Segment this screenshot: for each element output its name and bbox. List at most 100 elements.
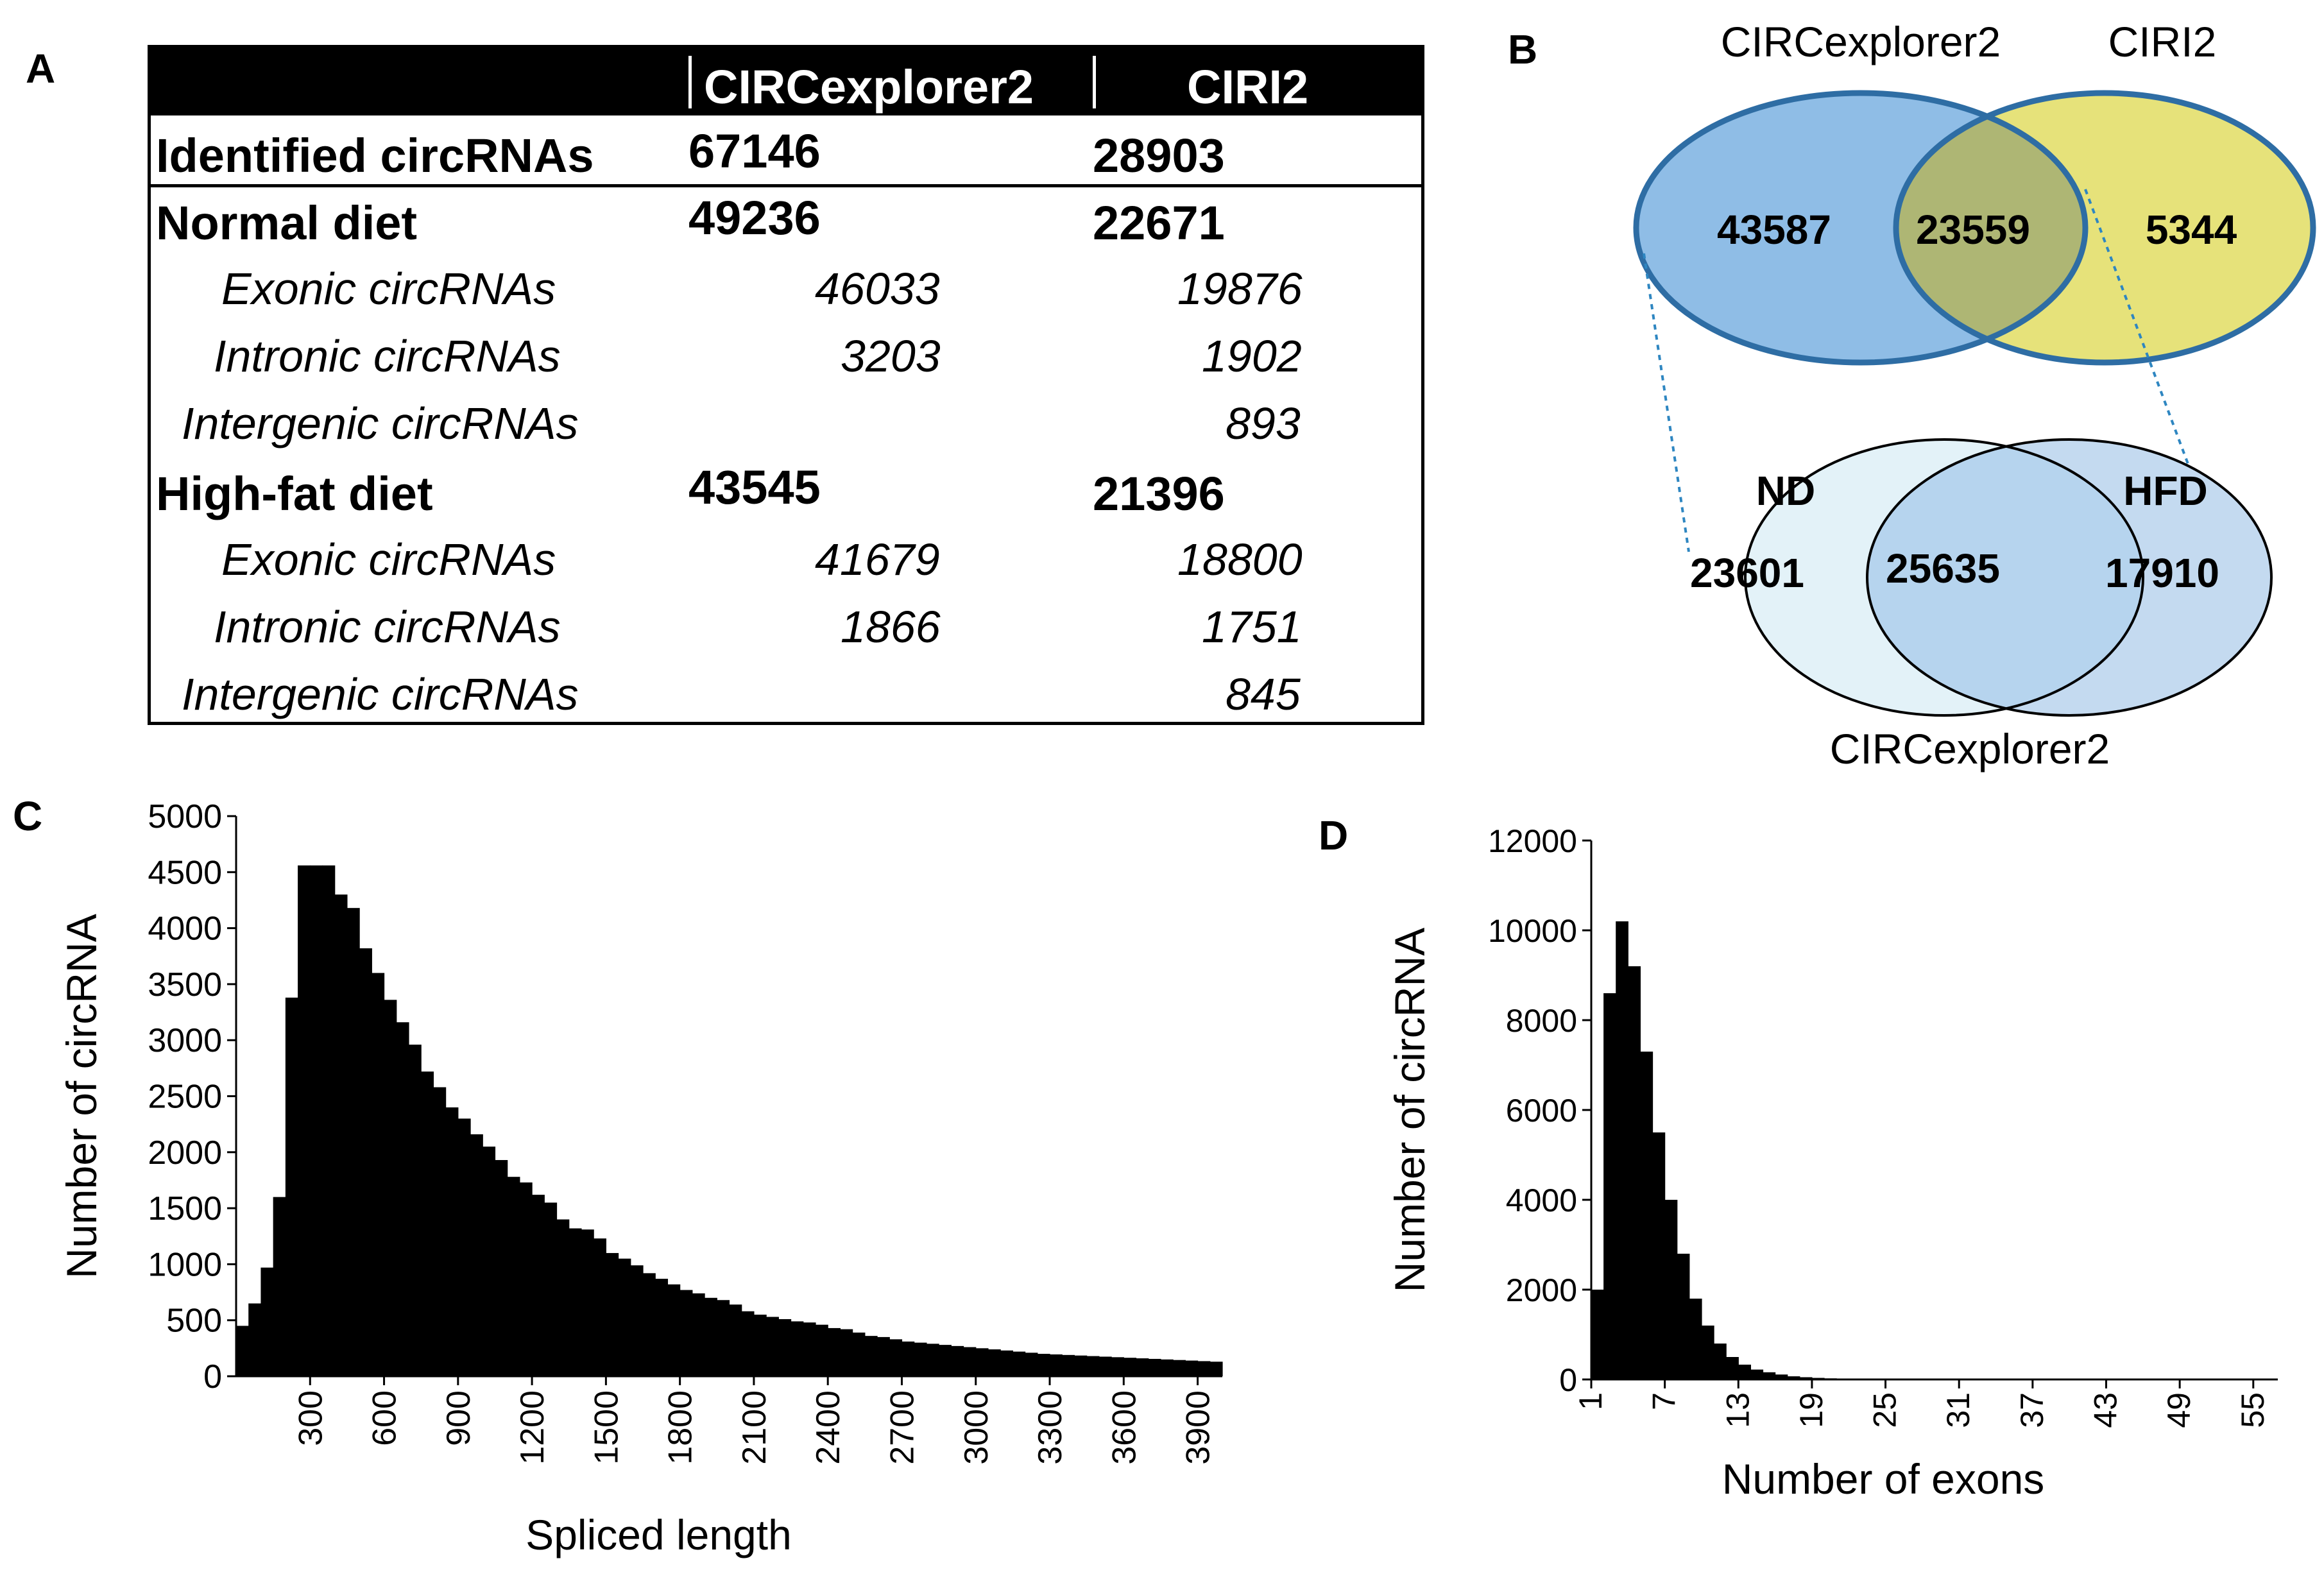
histogram-bar (939, 1345, 952, 1376)
histogram-bar (334, 894, 348, 1376)
histogram-bar (987, 1349, 1001, 1376)
x-tick-label: 49 (2161, 1392, 2197, 1428)
exon-count-histogram: 0 2000 4000 6000 8000 10000 12000 1 7 13 19 25 31 37 4… (1386, 823, 2278, 1503)
table-divider (151, 184, 1421, 187)
histogram-bar (532, 1195, 545, 1376)
histogram-bar (384, 1000, 397, 1376)
venn-diagram-panel: CIRCexplorer2 CIRI2 43587 23559 5344 ND … (1633, 18, 2316, 772)
row-label: Intronic circRNAs (214, 331, 561, 381)
histogram-bar (630, 1265, 644, 1376)
x-tick-label: 7 (1646, 1392, 1682, 1410)
histogram-bar (717, 1300, 730, 1376)
histogram-bar (1062, 1354, 1075, 1376)
y-tick-label: 0 (1559, 1362, 1577, 1398)
y-tick-label: 6000 (1506, 1093, 1577, 1129)
venn-top-right-title: CIRI2 (2108, 18, 2217, 65)
histogram-bar (1160, 1359, 1174, 1376)
venn-top-left-count: 43587 (1717, 207, 1831, 253)
histogram-bar (618, 1258, 631, 1376)
histogram-bar (815, 1324, 828, 1376)
y-tick-label: 4500 (148, 854, 222, 891)
histogram-bar (1209, 1361, 1223, 1376)
histogram-bar (594, 1238, 606, 1376)
x-tick-label: 43 (2088, 1392, 2124, 1428)
x-axis-label: Spliced length (525, 1511, 792, 1558)
histogram-bar (753, 1314, 767, 1376)
histogram-bar (1124, 1358, 1137, 1376)
venn-nd-count: 23601 (1690, 550, 1804, 596)
zoom-line-right (2084, 189, 2225, 559)
histogram-bar (852, 1332, 866, 1376)
histogram-bar (1185, 1360, 1199, 1376)
histogram-bar (606, 1252, 619, 1376)
histogram-bar (914, 1342, 927, 1376)
y-axis-label: Number of circRNA (1386, 928, 1433, 1292)
histogram-bar (1763, 1372, 1776, 1379)
histogram-bar (285, 997, 298, 1376)
x-tick-label: 1500 (588, 1390, 625, 1465)
y-tick-label: 10000 (1488, 913, 1577, 949)
histogram-bar (1012, 1351, 1026, 1376)
histogram-bar (667, 1284, 681, 1376)
x-tick-label: 55 (2235, 1392, 2271, 1428)
y-tick-label: 8000 (1506, 1003, 1577, 1039)
y-tick-label: 0 (203, 1358, 222, 1395)
histogram-bar (421, 1071, 434, 1376)
row-label: Intronic circRNAs (214, 602, 561, 652)
row-value-circexplorer2: 41679 (815, 534, 940, 585)
histogram-bar (692, 1293, 705, 1376)
panel-label-d: D (1319, 812, 1349, 858)
header-separator (688, 56, 692, 108)
row-label: Intergenic circRNAs (182, 669, 579, 719)
y-tick-label: 3000 (148, 1022, 222, 1059)
histogram-bar (408, 1045, 422, 1376)
row-value-circexplorer2: 3203 (841, 331, 941, 381)
histogram-bar (1652, 1132, 1666, 1379)
histogram-bar (372, 973, 385, 1376)
histogram-bar (1050, 1354, 1063, 1376)
header-separator (1093, 56, 1096, 108)
histogram-bar (1714, 1344, 1727, 1379)
venn-bottom-overlap (1867, 440, 2143, 715)
histogram-bar (1197, 1361, 1211, 1376)
histogram-bar (901, 1341, 915, 1376)
histogram-bar (1037, 1354, 1050, 1376)
histogram-bar (679, 1290, 693, 1376)
x-tick-label: 37 (2014, 1392, 2050, 1428)
histogram-bar (643, 1273, 656, 1376)
histogram-bar (975, 1348, 989, 1376)
histogram-bar (445, 1107, 459, 1376)
histogram-bar (1000, 1350, 1013, 1376)
y-tick-label: 1500 (148, 1190, 222, 1227)
histogram-bar (1136, 1358, 1149, 1376)
histogram-bar (705, 1297, 717, 1376)
row-label: High-fat diet (156, 467, 433, 520)
x-tick-label: 3300 (1032, 1390, 1069, 1465)
histogram-bar (926, 1344, 939, 1376)
venn-top-overlap (1896, 93, 2085, 363)
histogram-bar (483, 1147, 496, 1376)
histogram-bar (1591, 1290, 1604, 1379)
histogram-bar (396, 1022, 409, 1376)
histogram-bar (236, 1326, 249, 1376)
row-label: Exonic circRNAs (221, 264, 556, 314)
histogram-bar (1173, 1360, 1186, 1376)
y-tick-label: 500 (166, 1302, 222, 1340)
row-value-ciri2: 893 (1226, 398, 1301, 448)
histogram-axes: 0 2000 4000 6000 8000 10000 12000 1 7 13 19 25 31 37 4… (1488, 823, 2278, 1428)
x-tick-label: 25 (1867, 1392, 1903, 1428)
zoom-line-left (1643, 253, 1690, 552)
venn-top-overlap-count: 23559 (1916, 207, 2030, 253)
row-value-ciri2: 28903 (1093, 129, 1225, 182)
histogram-bar (1799, 1377, 1813, 1379)
venn-ciri2-outline (1893, 90, 2316, 366)
x-tick-label: 900 (440, 1390, 477, 1446)
histogram-bar (519, 1182, 533, 1376)
y-tick-label: 3500 (148, 966, 222, 1003)
spliced-length-histogram: 0 500 1000 1500 2000 2500 3000 3500 4000 4500 5000… (58, 798, 1223, 1558)
y-tick-label: 1000 (148, 1246, 222, 1283)
x-tick-label: 3000 (958, 1390, 995, 1465)
histogram-bar (248, 1303, 262, 1376)
histogram-bar (556, 1219, 570, 1376)
histogram-bar (457, 1118, 471, 1376)
